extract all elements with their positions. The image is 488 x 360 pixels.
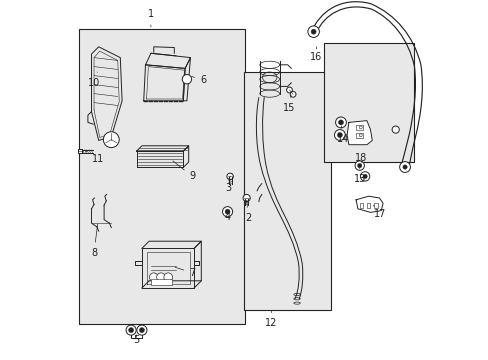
Text: 1: 1: [147, 9, 154, 27]
Bar: [151, 279, 172, 285]
Circle shape: [310, 29, 316, 34]
Text: 13: 13: [353, 166, 365, 184]
Circle shape: [391, 126, 399, 133]
Circle shape: [399, 162, 409, 172]
Circle shape: [224, 209, 230, 214]
Circle shape: [222, 207, 232, 217]
Circle shape: [243, 194, 250, 202]
Circle shape: [402, 165, 407, 169]
Circle shape: [307, 26, 319, 37]
Circle shape: [156, 273, 165, 282]
Text: 15: 15: [283, 95, 295, 113]
Bar: [373, 203, 377, 208]
Polygon shape: [346, 121, 371, 145]
Circle shape: [182, 75, 191, 84]
Bar: [323, 43, 413, 162]
Text: 16: 16: [310, 47, 322, 62]
Text: 10: 10: [88, 72, 100, 88]
Circle shape: [362, 174, 366, 179]
Circle shape: [126, 325, 136, 335]
Circle shape: [137, 325, 146, 335]
Text: 11: 11: [86, 151, 104, 164]
Bar: [244, 72, 330, 310]
Bar: [359, 203, 363, 208]
Text: 5: 5: [133, 335, 140, 345]
Polygon shape: [355, 196, 382, 212]
Circle shape: [289, 91, 295, 97]
Bar: [366, 203, 370, 208]
Circle shape: [286, 87, 292, 93]
Circle shape: [226, 173, 233, 180]
Text: 7: 7: [175, 267, 195, 278]
Text: 8: 8: [91, 224, 98, 258]
Text: 4: 4: [224, 212, 230, 222]
Circle shape: [163, 273, 172, 282]
Circle shape: [128, 328, 133, 333]
Circle shape: [360, 172, 369, 181]
Text: 6: 6: [191, 75, 206, 85]
Bar: [78, 149, 81, 153]
Text: 17: 17: [373, 205, 386, 219]
Bar: [355, 125, 363, 130]
Text: 12: 12: [265, 311, 277, 328]
Circle shape: [334, 130, 345, 140]
Circle shape: [103, 132, 119, 148]
Text: 14: 14: [336, 126, 348, 144]
Circle shape: [139, 328, 144, 333]
Circle shape: [354, 161, 364, 170]
Bar: [355, 133, 363, 138]
Text: 9: 9: [173, 161, 195, 181]
Circle shape: [149, 273, 158, 282]
Text: 2: 2: [244, 201, 251, 223]
Circle shape: [357, 163, 361, 168]
Circle shape: [337, 132, 342, 138]
Circle shape: [335, 117, 346, 128]
Circle shape: [338, 120, 343, 125]
Bar: [79, 29, 244, 324]
Text: 18: 18: [355, 153, 367, 163]
Circle shape: [359, 126, 362, 129]
Circle shape: [359, 134, 362, 137]
Text: 3: 3: [225, 176, 231, 193]
